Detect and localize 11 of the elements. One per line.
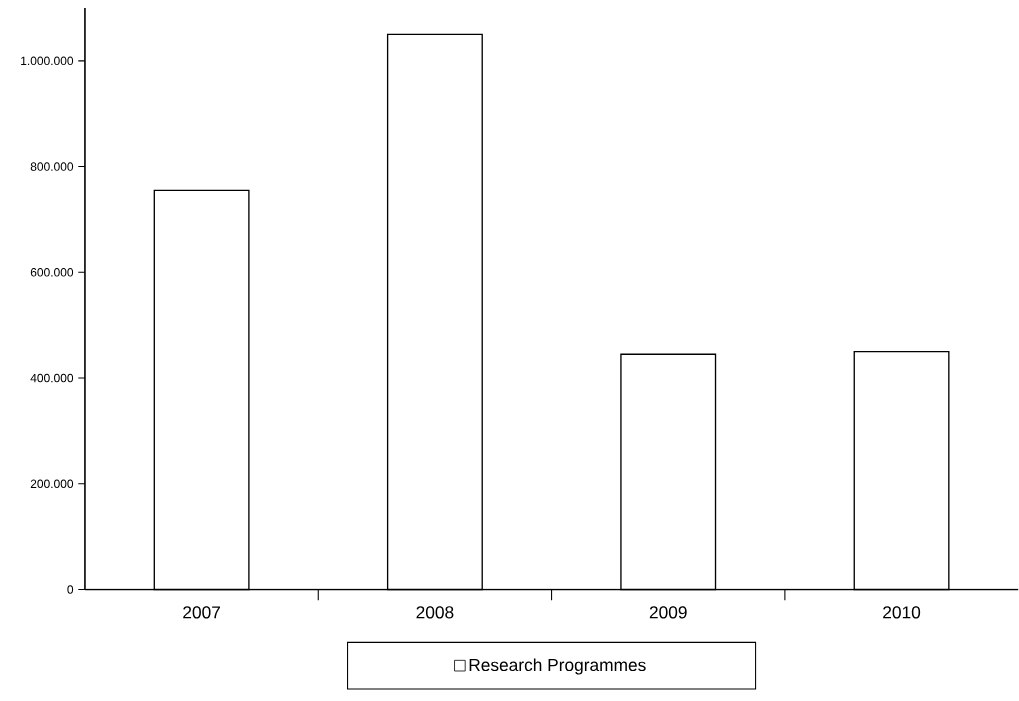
x-tick-label: 2009 <box>649 606 687 619</box>
x-tick-label: 2007 <box>183 606 220 619</box>
y-tick-label: 200.000 <box>30 479 74 488</box>
legend-label: Research Programmes <box>469 658 646 675</box>
x-tick-label: 2010 <box>883 606 921 619</box>
y-tick-label: 1.000.000 <box>21 56 74 65</box>
y-tick-label: 600.000 <box>30 267 74 277</box>
y-tick-label: 400.000 <box>30 373 74 383</box>
x-tick-label: 2008 <box>416 606 454 619</box>
y-tick-label: 0 <box>67 585 74 594</box>
y-tick-label: 800.000 <box>30 162 74 171</box>
